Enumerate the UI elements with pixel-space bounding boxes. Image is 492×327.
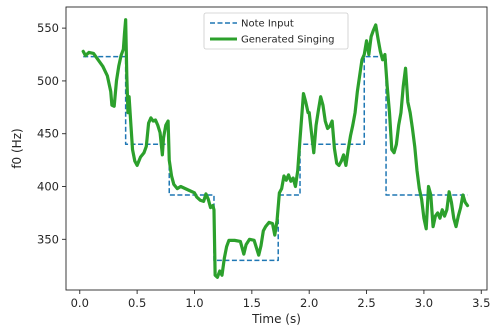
legend-label-note-input: Note Input (241, 19, 294, 30)
x-tick-label: 0.0 (71, 296, 89, 310)
x-tick-label: 1.5 (243, 296, 261, 310)
y-tick-label: 500 (37, 74, 59, 88)
y-tick-label: 450 (37, 127, 59, 141)
series-line-generated-singing (81, 18, 470, 279)
y-axis-label: f0 (Hz) (10, 128, 24, 168)
legend: Note Input Generated Singing (203, 12, 349, 50)
y-tick-label: 350 (37, 232, 59, 246)
x-tick-label: 2.0 (300, 296, 318, 310)
axis-ticks: 0.0 0.5 1.0 1.5 2.0 2.5 3.0 3.5 350 400 450 500 550 (37, 21, 490, 310)
legend-box (203, 12, 349, 50)
y-tick-label: 400 (37, 180, 59, 194)
x-tick-label: 1.0 (185, 296, 203, 310)
x-tick-label: 2.5 (357, 296, 375, 310)
x-tick-label: 3.0 (415, 296, 433, 310)
plot-frame (65, 6, 488, 291)
x-tick-label: 3.5 (472, 296, 490, 310)
legend-label-generated-singing: Generated Singing (241, 35, 335, 46)
x-tick-label: 0.5 (128, 296, 146, 310)
x-axis-label: Time (s) (251, 312, 301, 326)
plot-area (81, 18, 470, 279)
y-tick-label: 550 (37, 21, 59, 35)
